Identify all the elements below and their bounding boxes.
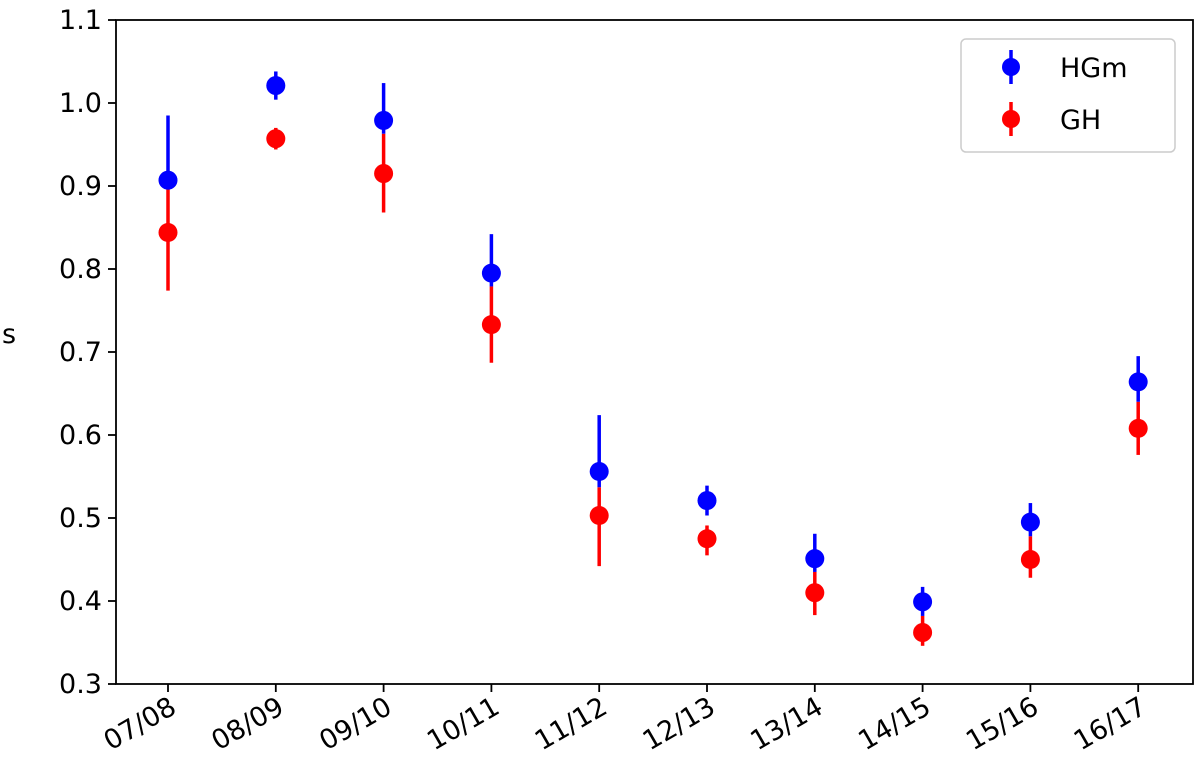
point-hgm — [158, 170, 178, 190]
x-tick-label: 13/14 — [745, 691, 828, 757]
y-tick-label: 0.7 — [59, 337, 102, 368]
point-hgm — [697, 491, 717, 511]
x-tick-label: 14/15 — [853, 691, 936, 757]
point-hgm — [589, 462, 609, 482]
point-gh — [1020, 550, 1040, 569]
plot-marks — [158, 71, 1148, 646]
x-axis: 07/08 08/09 09/10 10/11 11/12 12/13 13/14 14/15… — [99, 684, 1152, 757]
point-hgm — [481, 263, 501, 283]
point-gh — [805, 583, 825, 603]
point-gh — [913, 623, 933, 643]
y-tick-label: 0.9 — [59, 171, 102, 202]
point-gh — [1128, 418, 1148, 438]
x-tick-label: 08/09 — [206, 691, 289, 757]
x-tick-label: 16/17 — [1069, 691, 1152, 757]
x-tick-label: 11/12 — [530, 691, 613, 757]
y-axis: 0.3 0.4 0.5 0.6 0.7 0.8 0.9 1.0 1.1 — [59, 5, 116, 700]
y-tick-label: 0.6 — [59, 420, 102, 451]
point-gh — [266, 129, 286, 149]
point-hgm — [266, 76, 286, 96]
point-gh — [697, 529, 717, 549]
point-hgm — [374, 110, 394, 130]
point-hgm — [1020, 512, 1040, 532]
legend-label-hgm: HGm — [1060, 53, 1128, 84]
x-tick-label: 15/16 — [961, 691, 1044, 757]
point-hgm — [1128, 372, 1148, 392]
point-hgm — [913, 592, 933, 612]
legend-marker-gh — [1002, 110, 1020, 128]
x-tick-label: 09/10 — [314, 691, 397, 757]
legend-marker-hgm — [1002, 58, 1020, 76]
x-tick-label: 10/11 — [422, 691, 505, 757]
y-tick-label: 1.1 — [59, 5, 102, 36]
point-hgm — [805, 549, 825, 569]
x-tick-label: 07/08 — [99, 691, 182, 757]
legend-label-gh: GH — [1060, 105, 1101, 136]
y-tick-label: 1.0 — [59, 88, 102, 119]
y-tick-label: 0.4 — [59, 586, 102, 617]
point-gh — [589, 506, 609, 526]
y-tick-label: 0.8 — [59, 254, 102, 285]
point-gh — [374, 164, 394, 184]
y-tick-label: 0.5 — [59, 503, 102, 534]
point-gh — [481, 315, 501, 335]
y-tick-label: 0.3 — [59, 669, 102, 700]
point-gh — [158, 222, 178, 242]
legend: HGm GH — [960, 38, 1176, 153]
x-tick-label: 12/13 — [638, 691, 721, 757]
y-axis-label: s — [2, 319, 16, 350]
